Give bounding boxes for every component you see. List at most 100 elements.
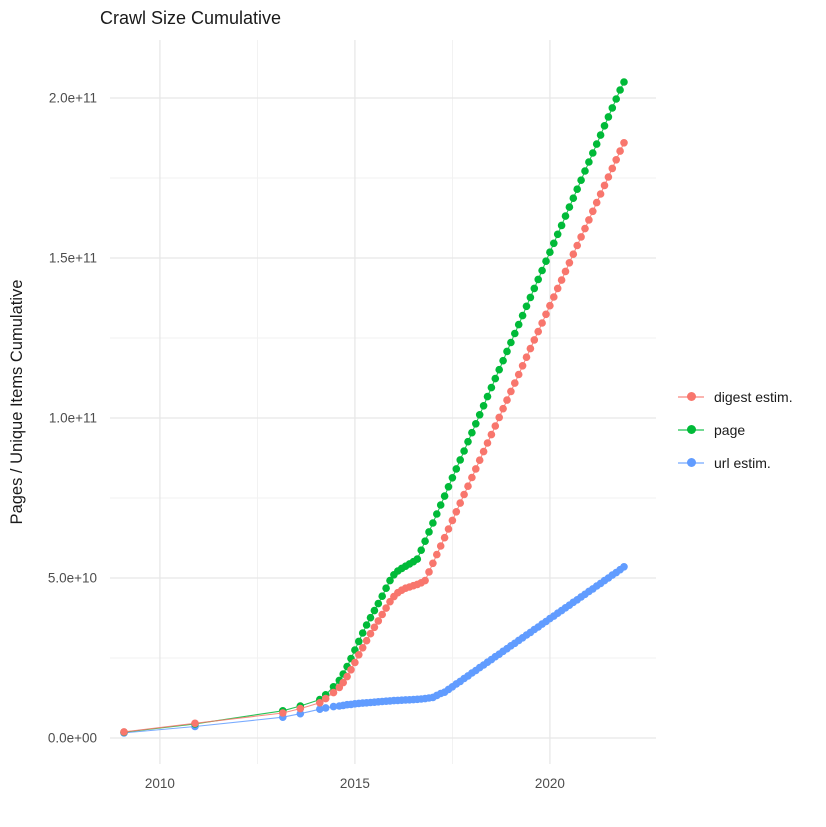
data-point (472, 420, 480, 428)
data-point (468, 473, 476, 482)
data-point (550, 293, 558, 301)
data-point (561, 267, 570, 276)
data-point (604, 113, 613, 121)
legend-item-page: page (678, 413, 793, 446)
data-point (444, 525, 453, 533)
data-point (452, 465, 461, 473)
data-point (433, 510, 441, 518)
data-point (608, 164, 617, 173)
data-point (511, 329, 519, 338)
data-point (507, 387, 515, 396)
data-point (464, 437, 472, 446)
data-point (321, 694, 330, 703)
data-point (542, 310, 550, 319)
data-point (425, 568, 433, 576)
data-point (475, 411, 484, 419)
data-point (550, 239, 558, 248)
data-point (370, 606, 379, 615)
legend-dot-icon (686, 458, 696, 467)
data-point (596, 190, 605, 198)
data-point (585, 158, 593, 166)
data-point (600, 181, 609, 190)
data-point (460, 447, 468, 455)
data-point (329, 683, 338, 691)
data-point (553, 284, 562, 293)
data-point (538, 266, 546, 275)
data-point (448, 474, 457, 482)
data-point (436, 501, 445, 509)
data-point (592, 198, 601, 207)
data-point (417, 546, 426, 554)
data-point (596, 131, 605, 139)
data-point (370, 623, 379, 632)
data-point (316, 699, 324, 707)
data-point (573, 241, 581, 250)
data-point (534, 275, 542, 284)
data-point (526, 293, 535, 302)
data-point (460, 490, 468, 499)
data-point (479, 402, 488, 410)
data-point (511, 379, 519, 387)
legend-key-page (678, 423, 704, 437)
data-point (351, 658, 359, 667)
data-point (546, 248, 554, 256)
data-point (569, 194, 578, 202)
data-point (448, 516, 457, 525)
data-point (557, 276, 566, 284)
data-point (530, 336, 539, 344)
data-point (316, 705, 324, 713)
data-point (616, 147, 624, 155)
legend: digest estim. page url estim. (678, 380, 793, 479)
data-point (616, 86, 624, 94)
data-point (382, 584, 390, 592)
data-point (483, 392, 492, 401)
data-point (569, 250, 578, 258)
data-point (339, 678, 348, 687)
legend-dot-icon (686, 425, 696, 434)
data-point (479, 447, 488, 456)
data-point (355, 651, 363, 659)
data-point (553, 230, 562, 239)
data-point (577, 176, 585, 184)
data-point (589, 149, 597, 157)
y-tick-label: 1.0e+11 (49, 411, 97, 426)
data-point (557, 221, 566, 230)
legend-key-url (678, 456, 704, 470)
data-point (456, 499, 465, 507)
data-point (425, 528, 433, 536)
series-line-digestestim (123, 142, 625, 733)
data-point (561, 212, 570, 220)
data-point (507, 338, 515, 347)
data-point (429, 559, 437, 568)
x-tick-label: 2010 (145, 776, 175, 791)
data-point (514, 320, 523, 329)
data-point (343, 672, 351, 681)
legend-label-url: url estim. (714, 454, 771, 471)
data-point (440, 533, 449, 542)
chart-title: Crawl Size Cumulative (100, 8, 282, 28)
data-point (358, 644, 367, 652)
data-point (526, 344, 535, 353)
data-point (620, 139, 628, 147)
data-point (573, 185, 581, 193)
data-point (538, 319, 546, 327)
data-point (296, 704, 305, 713)
data-point (585, 216, 593, 224)
data-point (503, 347, 511, 356)
data-point (472, 465, 480, 473)
data-point (495, 413, 504, 422)
y-tick-label: 2.0e+11 (49, 91, 97, 106)
data-point (329, 702, 338, 711)
data-point (464, 482, 472, 491)
data-point (487, 430, 496, 439)
data-point (374, 617, 383, 625)
data-point (378, 610, 387, 619)
data-point (499, 404, 507, 413)
data-point (444, 483, 453, 491)
y-tick-label: 1.5e+11 (49, 251, 97, 266)
data-point (382, 604, 390, 612)
data-point (468, 428, 476, 437)
data-point (530, 284, 539, 293)
data-point (347, 666, 355, 674)
